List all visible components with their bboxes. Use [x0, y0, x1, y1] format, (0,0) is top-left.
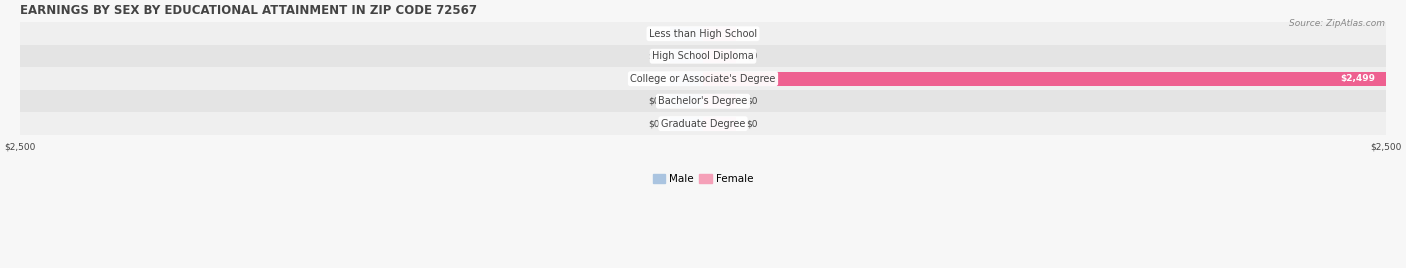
Text: $0: $0	[747, 52, 758, 61]
Bar	[671, 27, 703, 41]
Bar	[703, 27, 735, 41]
Bar	[703, 72, 1386, 86]
Text: Less than High School: Less than High School	[650, 29, 756, 39]
Bar	[671, 94, 703, 108]
Text: $0: $0	[648, 74, 659, 83]
Bar	[671, 72, 703, 86]
Text: $0: $0	[648, 29, 659, 38]
Bar	[703, 117, 735, 131]
Text: $0: $0	[648, 52, 659, 61]
Legend: Male, Female: Male, Female	[648, 170, 758, 188]
Bar	[703, 94, 735, 108]
Text: $0: $0	[648, 119, 659, 128]
Bar	[20, 113, 1386, 135]
Bar	[671, 117, 703, 131]
Text: $2,499: $2,499	[1340, 74, 1375, 83]
Bar	[671, 49, 703, 63]
Text: Graduate Degree: Graduate Degree	[661, 119, 745, 129]
Text: High School Diploma: High School Diploma	[652, 51, 754, 61]
Bar	[20, 68, 1386, 90]
Text: $0: $0	[747, 29, 758, 38]
Text: $0: $0	[747, 119, 758, 128]
Text: Source: ZipAtlas.com: Source: ZipAtlas.com	[1289, 19, 1385, 28]
Bar	[20, 45, 1386, 68]
Text: Bachelor's Degree: Bachelor's Degree	[658, 96, 748, 106]
Bar	[703, 49, 735, 63]
Bar	[20, 90, 1386, 113]
Text: EARNINGS BY SEX BY EDUCATIONAL ATTAINMENT IN ZIP CODE 72567: EARNINGS BY SEX BY EDUCATIONAL ATTAINMEN…	[20, 4, 477, 17]
Text: $0: $0	[648, 97, 659, 106]
Text: $0: $0	[747, 97, 758, 106]
Text: College or Associate's Degree: College or Associate's Degree	[630, 74, 776, 84]
Bar	[20, 23, 1386, 45]
